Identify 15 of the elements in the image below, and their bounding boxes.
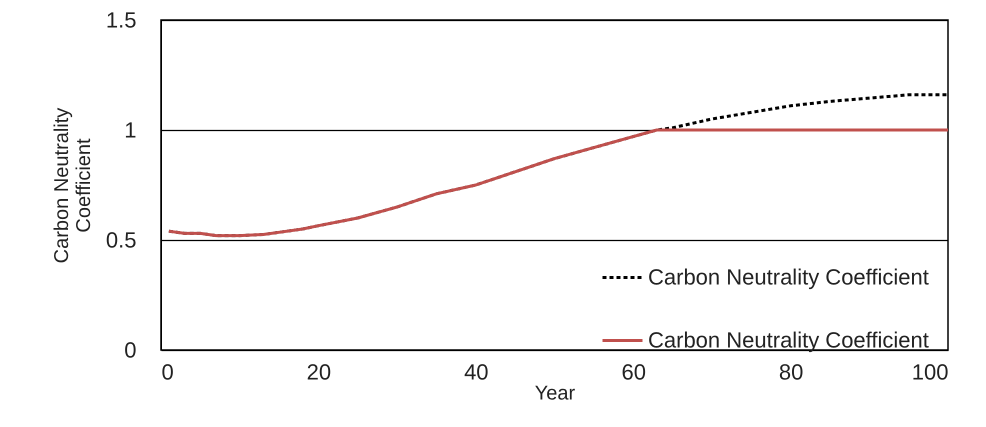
y-axis-title: Carbon Neutrality Coefficient xyxy=(50,108,95,264)
x-tick-label: 0 xyxy=(162,360,174,384)
y-tick-label: 1.5 xyxy=(106,8,136,32)
legend-label: Carbon Neutrality Coefficient xyxy=(648,264,929,290)
x-tick-label: 80 xyxy=(778,360,804,384)
x-tick-label: 100 xyxy=(912,360,948,384)
x-axis-title: Year xyxy=(534,382,576,404)
y-tick-label: 0 xyxy=(124,338,136,362)
line-series xyxy=(167,128,950,238)
y-tick-label: 0.5 xyxy=(106,228,136,252)
y-tick-label: 1 xyxy=(124,118,136,142)
x-tick-label: 40 xyxy=(464,360,489,384)
legend-label: Carbon Neutrality Coefficient xyxy=(648,328,929,352)
x-tick-label: 60 xyxy=(621,360,646,384)
x-tick-label: 20 xyxy=(306,360,332,384)
